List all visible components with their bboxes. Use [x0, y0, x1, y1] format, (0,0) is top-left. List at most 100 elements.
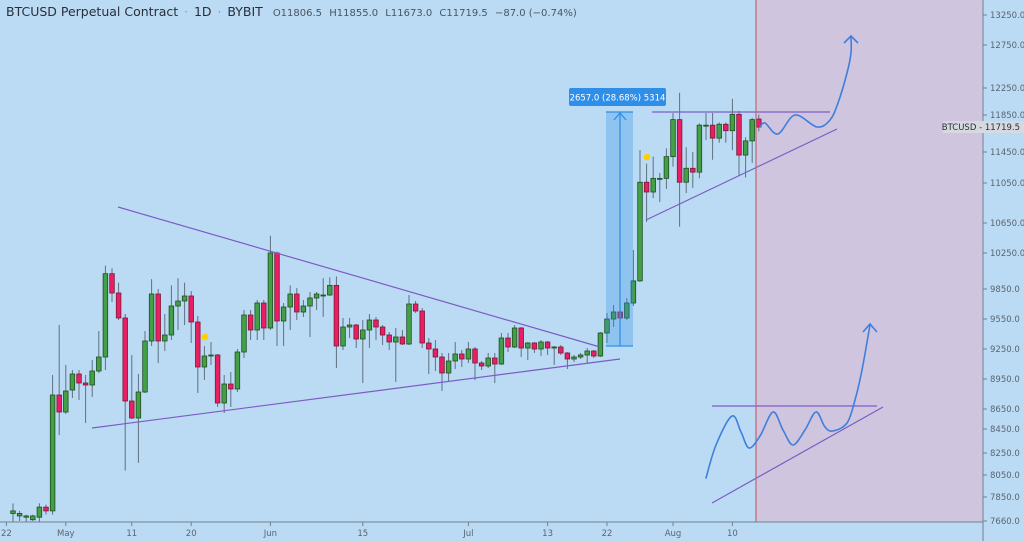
candle[interactable]	[287, 285, 293, 330]
candle[interactable]	[558, 345, 564, 355]
candle[interactable]	[657, 172, 663, 202]
candle[interactable]	[492, 353, 498, 383]
candle[interactable]	[663, 148, 670, 189]
candle[interactable]	[749, 117, 755, 163]
candle[interactable]	[162, 314, 168, 351]
candle[interactable]	[89, 360, 95, 397]
candle[interactable]	[406, 295, 412, 345]
price-axis[interactable]: 13250.0 12750.0 12250.0 11850.0 11450.0 11050…	[942, 0, 1024, 541]
candle[interactable]	[439, 353, 445, 391]
candle[interactable]	[69, 370, 76, 398]
descending-trendline[interactable]	[117, 206, 601, 348]
candle[interactable]	[36, 503, 43, 523]
candle[interactable]	[82, 375, 89, 423]
candle[interactable]	[399, 330, 406, 345]
candle[interactable]	[696, 123, 703, 179]
candle[interactable]	[742, 137, 749, 178]
candle[interactable]	[142, 331, 148, 393]
candle[interactable]	[155, 289, 161, 363]
candle[interactable]	[379, 325, 386, 345]
candle[interactable]	[49, 375, 56, 515]
ascending-trendline[interactable]	[91, 358, 621, 429]
candle[interactable]	[419, 308, 425, 348]
candle[interactable]	[525, 342, 531, 360]
candle[interactable]	[294, 288, 300, 320]
candle[interactable]	[571, 355, 577, 362]
example-pattern-path[interactable]	[705, 324, 871, 479]
candle[interactable]	[683, 147, 689, 193]
candle[interactable]	[386, 332, 392, 350]
candle[interactable]	[195, 316, 201, 393]
candle[interactable]	[690, 152, 696, 188]
candle[interactable]	[30, 514, 36, 521]
candle[interactable]	[716, 122, 722, 143]
candle[interactable]	[346, 318, 353, 338]
candle[interactable]	[544, 341, 551, 355]
candle[interactable]	[505, 333, 511, 352]
candle[interactable]	[412, 301, 419, 313]
candle[interactable]	[432, 340, 439, 371]
candle[interactable]	[135, 374, 142, 463]
candle[interactable]	[129, 355, 135, 419]
interval-label[interactable]: 1D	[193, 4, 212, 19]
example-support-line[interactable]	[711, 406, 884, 504]
candle[interactable]	[584, 348, 590, 363]
event-marker-dot[interactable]	[201, 333, 209, 341]
candle[interactable]	[723, 122, 729, 143]
candle[interactable]	[261, 300, 267, 340]
candle[interactable]	[254, 300, 260, 340]
candle[interactable]	[201, 346, 208, 380]
candle[interactable]	[327, 277, 333, 296]
candle[interactable]	[637, 150, 643, 282]
candle[interactable]	[16, 510, 23, 521]
candle[interactable]	[478, 361, 485, 370]
candle[interactable]	[320, 278, 326, 317]
candle[interactable]	[241, 310, 247, 358]
candle[interactable]	[610, 305, 617, 327]
candle[interactable]	[188, 291, 194, 343]
candle[interactable]	[729, 98, 736, 151]
candle[interactable]	[109, 268, 115, 302]
candle[interactable]	[452, 342, 458, 369]
candle[interactable]	[96, 331, 102, 373]
rising-support-line[interactable]	[645, 128, 838, 221]
candle[interactable]	[551, 346, 557, 365]
candle[interactable]	[630, 250, 637, 306]
event-marker-dot[interactable]	[643, 153, 651, 161]
candle[interactable]	[604, 313, 610, 343]
candle[interactable]	[168, 285, 175, 340]
candle[interactable]	[366, 314, 373, 348]
candle[interactable]	[175, 278, 181, 330]
candle[interactable]	[340, 318, 346, 350]
candle[interactable]	[280, 303, 287, 346]
candle[interactable]	[56, 325, 62, 435]
candle[interactable]	[597, 332, 604, 357]
candle[interactable]	[333, 276, 340, 368]
forecast-path[interactable]	[759, 36, 853, 135]
candle[interactable]	[10, 503, 16, 523]
candle[interactable]	[591, 350, 597, 358]
candle[interactable]	[360, 320, 366, 383]
candle[interactable]	[148, 279, 155, 346]
candle[interactable]	[300, 300, 307, 317]
candle[interactable]	[208, 342, 214, 365]
candle[interactable]	[353, 324, 359, 348]
symbol-title[interactable]: BTCUSD Perpetual Contract	[6, 4, 179, 19]
candle[interactable]	[703, 112, 709, 140]
candle[interactable]	[307, 292, 313, 337]
candle[interactable]	[459, 350, 465, 367]
drawings[interactable]: 2657.0 (28.68%) 5314	[91, 0, 884, 522]
candle[interactable]	[221, 375, 227, 413]
candle[interactable]	[577, 353, 584, 359]
candle[interactable]	[465, 342, 472, 363]
candle[interactable]	[122, 314, 128, 471]
candle[interactable]	[426, 338, 432, 374]
candle[interactable]	[518, 327, 524, 357]
candle[interactable]	[102, 265, 109, 370]
candle[interactable]	[43, 504, 49, 515]
candle[interactable]	[115, 282, 122, 320]
candle[interactable]	[650, 156, 656, 198]
candle[interactable]	[643, 163, 650, 222]
candle[interactable]	[247, 310, 254, 340]
